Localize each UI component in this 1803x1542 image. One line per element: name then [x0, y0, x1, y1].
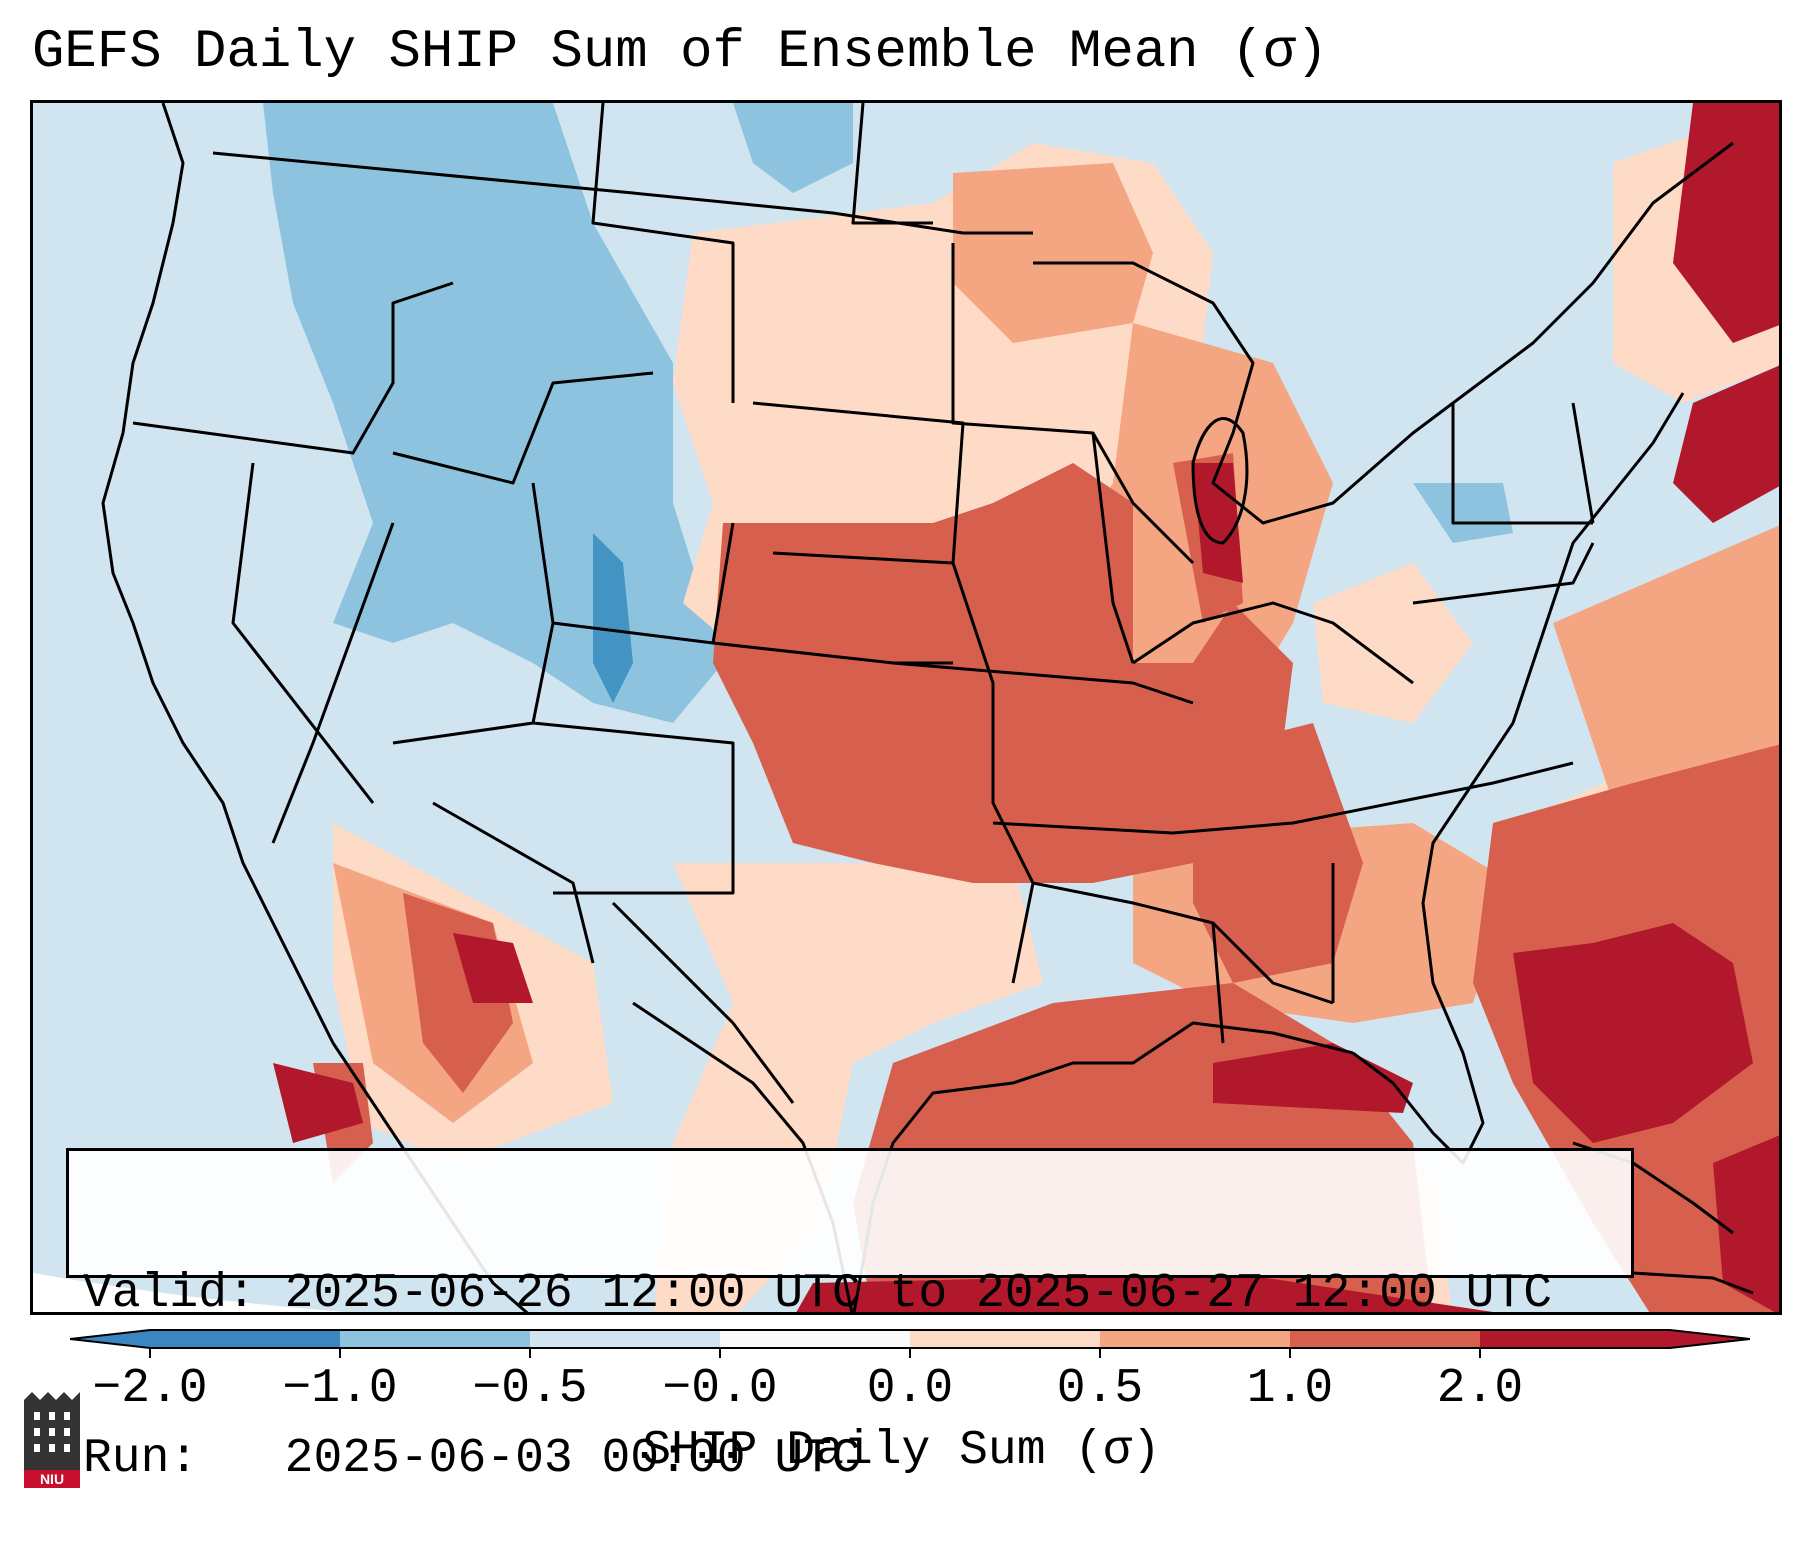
run-value: 2025-06-03 00:00 UTC [284, 1432, 861, 1486]
colorbar-extend-min [70, 1330, 150, 1348]
valid-row: Valid: 2025-06-26 12:00 UTC to 2025-06-2… [83, 1267, 1631, 1322]
colorbar-label: SHIP Daily Sum (σ) [642, 1424, 1161, 1478]
colorbar-tick-label: −1.0 [282, 1362, 398, 1416]
strong-positive-region [273, 103, 1779, 1312]
colorbar-segment [150, 1330, 341, 1348]
validity-info-box: Valid: 2025-06-26 12:00 UTC to 2025-06-2… [66, 1148, 1634, 1486]
map-panel[interactable] [30, 100, 1782, 1315]
colorbar-segment [720, 1330, 911, 1348]
colorbar-tick-label: 0.0 [866, 1362, 954, 1416]
colorbar-extend-max [1670, 1330, 1750, 1348]
run-label: Run: [83, 1432, 199, 1486]
colorbar-segment [1290, 1330, 1481, 1348]
valid-value: 2025-06-26 12:00 UTC to 2025-06-27 12:00… [284, 1267, 1553, 1321]
colorbar-tick-label: 0.5 [1056, 1362, 1144, 1416]
colorbar-tick-label: −2.0 [92, 1362, 208, 1416]
logo-text: NIU [40, 1471, 64, 1487]
colorbar-segment [530, 1330, 721, 1348]
colorbar-segment [1480, 1330, 1671, 1348]
colorbar-tick-label: −0.0 [662, 1362, 778, 1416]
colorbar-segment [340, 1330, 531, 1348]
run-row: Run: 2025-06-03 00:00 UTC [83, 1432, 1631, 1487]
colorbar-segments [70, 1330, 1750, 1358]
university-building-icon: NIU [24, 1392, 80, 1488]
colorbar-segment [1100, 1330, 1291, 1348]
colorbar-outline [70, 1329, 1750, 1349]
colorbar [70, 1329, 1750, 1358]
projection-edge [33, 1273, 346, 1312]
colorbar-tick-label: −0.5 [472, 1362, 588, 1416]
colorbar-tick-label: 2.0 [1436, 1362, 1524, 1416]
valid-label: Valid: [83, 1267, 256, 1321]
chart-title: GEFS Daily SHIP Sum of Ensemble Mean (σ) [32, 22, 1329, 83]
map-canvas [33, 103, 1779, 1312]
colorbar-tick-label: 1.0 [1246, 1362, 1334, 1416]
colorbar-segment [910, 1330, 1101, 1348]
